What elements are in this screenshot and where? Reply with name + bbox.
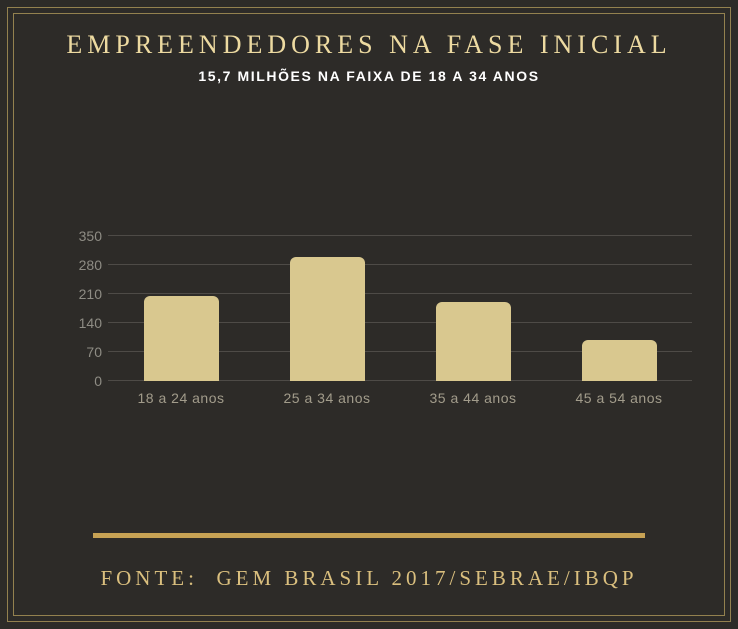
category-label: 45 a 54 anos <box>575 390 663 406</box>
y-tick-label: 210 <box>78 286 102 302</box>
y-tick-label: 0 <box>94 373 102 389</box>
gridline <box>108 351 692 352</box>
category-labels: 18 a 24 anos 25 a 34 anos 35 a 44 anos 45 a… <box>108 390 692 406</box>
plot-area <box>108 235 692 381</box>
category-label: 18 a 24 anos <box>137 390 225 406</box>
y-tick-label: 140 <box>78 315 102 331</box>
page-title: EMPREENDEDORES NA FASE INICIAL <box>66 30 672 59</box>
bar-45-a-54-anos <box>581 339 657 381</box>
gridline <box>108 322 692 323</box>
bar-slot <box>546 339 692 381</box>
gridline <box>108 380 692 381</box>
bar-25-a-34-anos <box>289 256 365 381</box>
bar-chart: 350 280 210 140 70 0 18 a 24 anos 25 a 34 anos… <box>64 229 692 406</box>
gridline <box>108 235 692 236</box>
bars-layer <box>108 236 692 381</box>
bar-18-a-24-anos <box>143 296 219 381</box>
category-label: 25 a 34 anos <box>283 390 371 406</box>
y-axis: 350 280 210 140 70 0 <box>64 229 108 388</box>
gridline <box>108 264 692 265</box>
source-text: FONTE: GEM BRASIL 2017/SEBRAE/IBQP <box>100 566 638 590</box>
y-tick-label: 350 <box>78 228 102 244</box>
page-subtitle: 15,7 MILHÕES NA FAIXA DE 18 A 34 ANOS <box>198 68 540 84</box>
chart-body: 350 280 210 140 70 0 <box>64 229 692 388</box>
y-tick-label: 70 <box>86 344 102 360</box>
bar-slot <box>400 302 546 381</box>
category-label: 35 a 44 anos <box>429 390 517 406</box>
bar-35-a-44-anos <box>435 302 511 381</box>
bar-slot <box>108 296 254 381</box>
footer-divider-line <box>93 533 645 538</box>
gridline <box>108 293 692 294</box>
y-tick-label: 280 <box>78 257 102 273</box>
bar-slot <box>254 256 400 381</box>
